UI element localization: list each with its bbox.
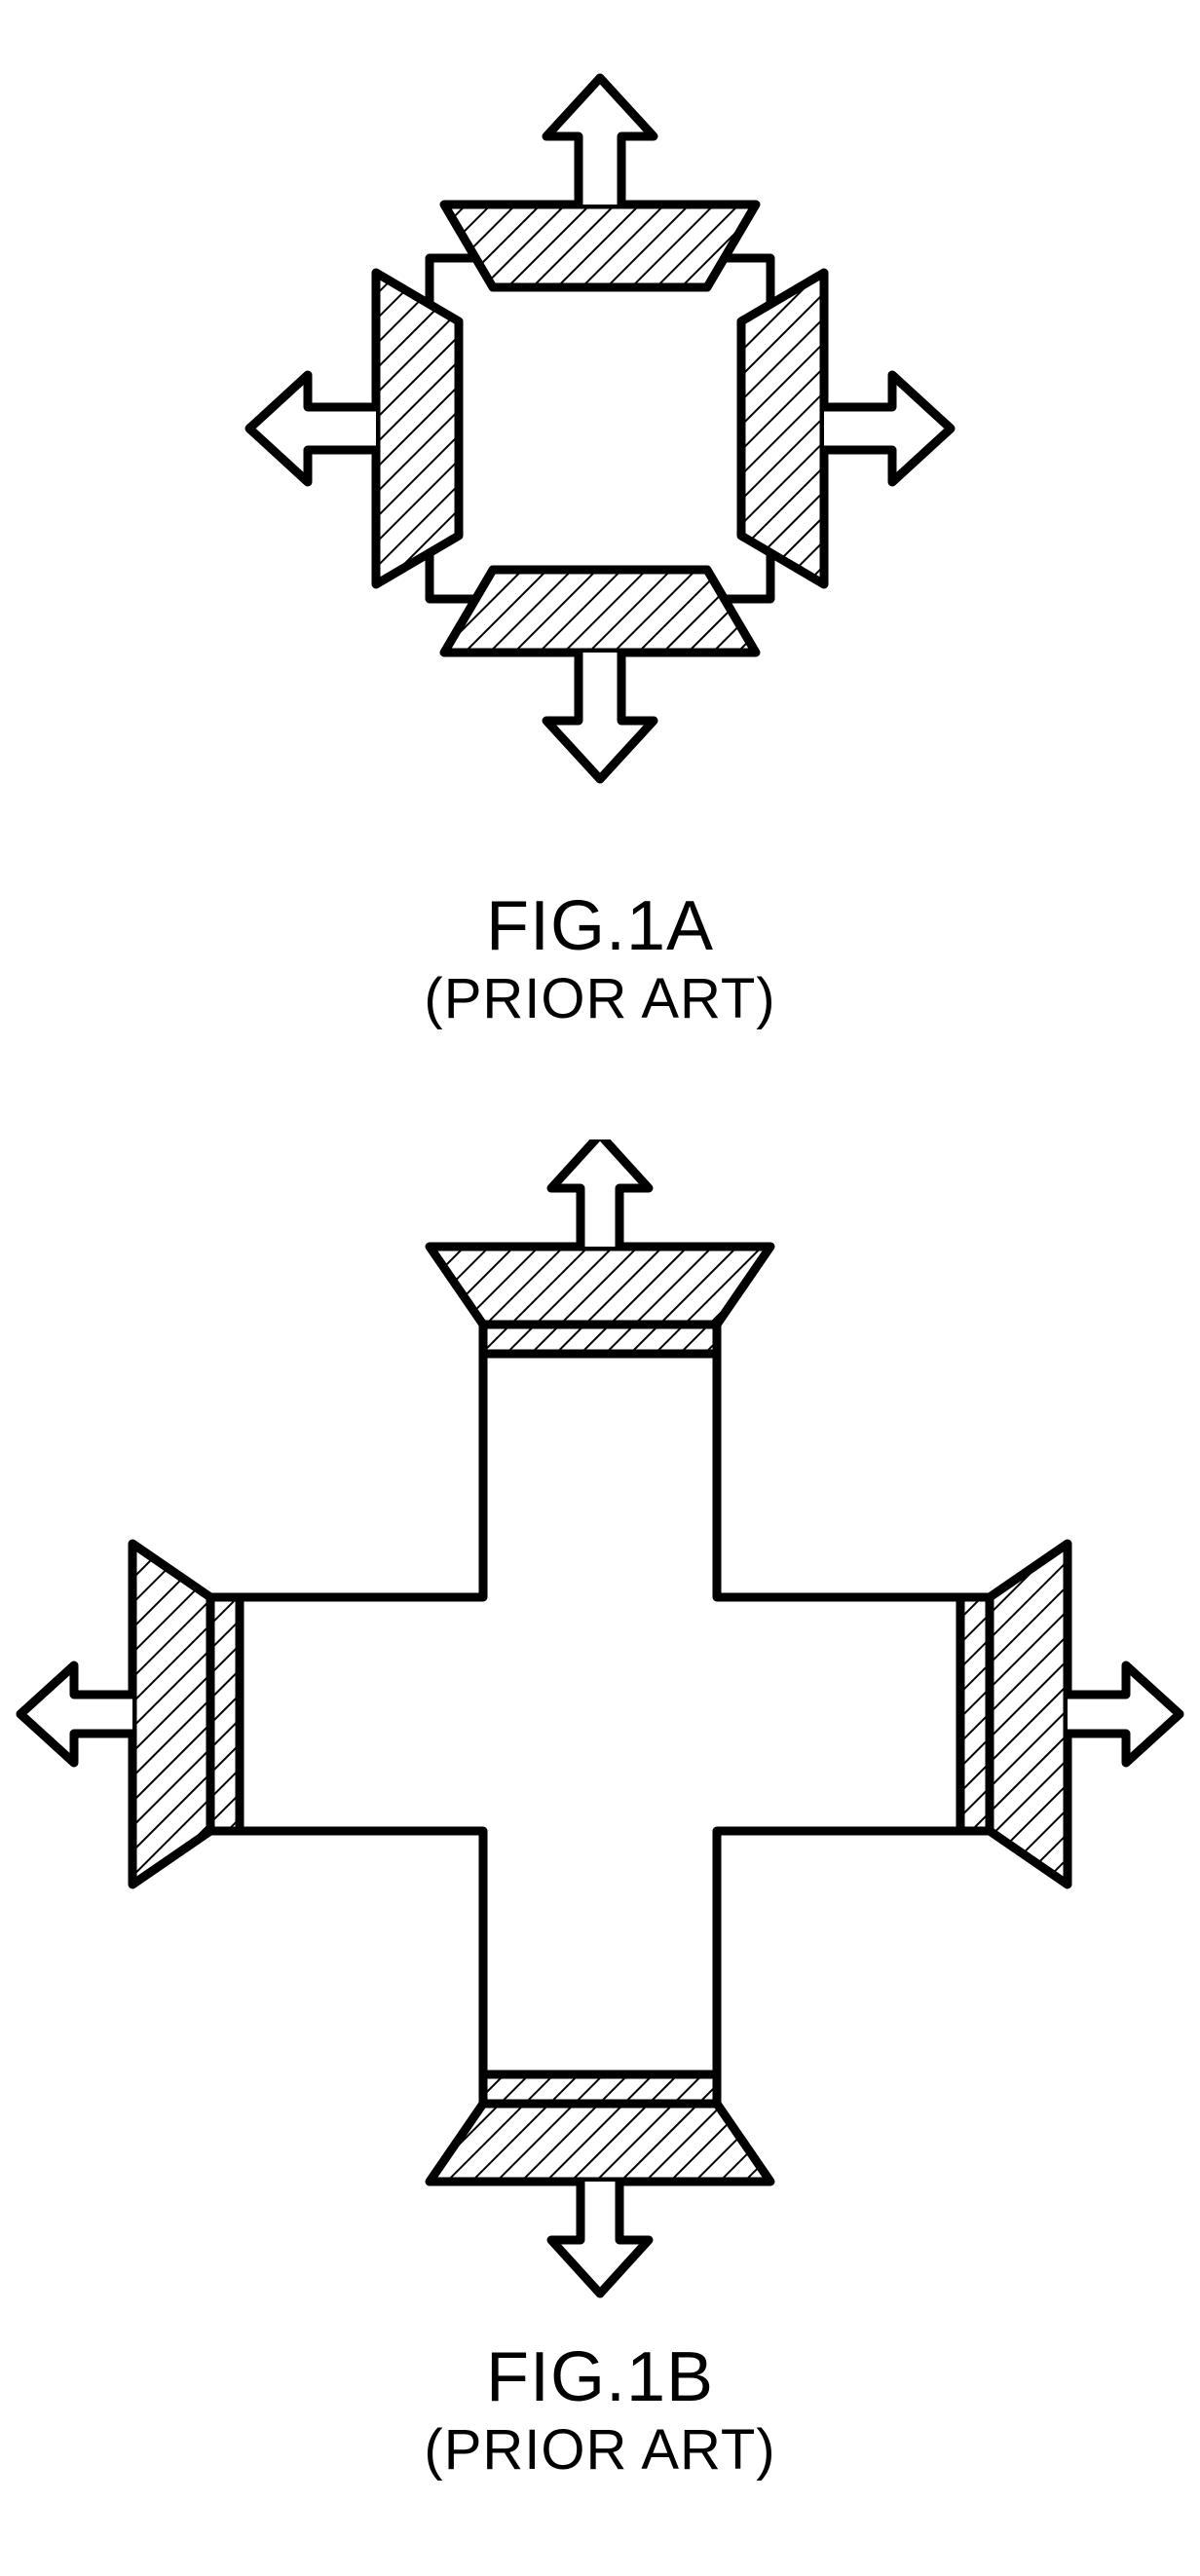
fig1b-arrow-left (20, 1665, 132, 1763)
fig1a-trapezoid-right (741, 273, 824, 584)
fig1b-trapezoid-left (132, 1544, 210, 1885)
fig1b-svg (0, 1139, 1200, 2308)
fig1a-arrow-left (249, 375, 376, 482)
fig1b-sub: (PRIOR ART) (0, 2417, 1200, 2483)
fig1a-title: FIG.1A (0, 886, 1200, 966)
fig1b-arrow-right (1068, 1665, 1180, 1763)
page: FIG.1A (PRIOR ART) FIG.1B (PRIOR ART) (0, 0, 1200, 2576)
fig1a-arrow-down (546, 653, 654, 779)
fig1a-arrow-right (824, 375, 951, 482)
fig1b-trapezoid-up (430, 1247, 770, 1325)
fig1a-svg (0, 0, 1200, 877)
fig1a-caption: FIG.1A (PRIOR ART) (0, 886, 1200, 1031)
fig1a-trapezoid-up (444, 205, 756, 287)
fig1a-trapezoid-down (444, 570, 756, 653)
fig1b-trapezoid-down (430, 2104, 770, 2182)
fig1b-arrow-up (551, 1139, 649, 1247)
fig1a-arrow-up (546, 78, 654, 205)
fig1b-arrow-down (551, 2182, 649, 2294)
fig1a-trapezoid-left (376, 273, 459, 584)
fig1a-sub: (PRIOR ART) (0, 966, 1200, 1031)
fig1b-trapezoid-right (990, 1544, 1068, 1885)
fig1b-caption: FIG.1B (PRIOR ART) (0, 2337, 1200, 2483)
fig1a-square (430, 258, 770, 599)
fig1b-cross (210, 1325, 990, 2104)
fig1b-title: FIG.1B (0, 2337, 1200, 2417)
